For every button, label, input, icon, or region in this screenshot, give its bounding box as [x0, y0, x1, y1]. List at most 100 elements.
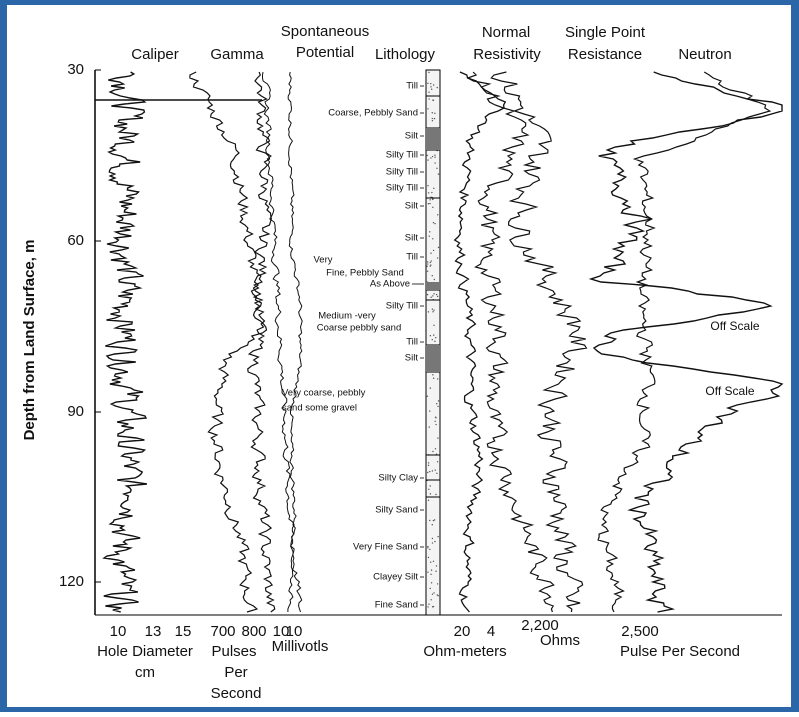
lithology-dot: [429, 471, 430, 472]
lithology-dot: [430, 83, 431, 84]
lithology-dot: [433, 378, 434, 379]
lithology-label: Silty Till: [386, 183, 418, 194]
lithology-label: Coarse, Pebbly Sand: [328, 108, 418, 119]
lithology-dot: [428, 465, 429, 466]
lithology-dot: [435, 469, 436, 470]
y-tick-label: 120: [59, 573, 84, 590]
lithology-dot: [434, 118, 435, 119]
x-tick-label: 800: [241, 623, 266, 640]
lithology-label: Fine Sand: [375, 600, 418, 611]
lithology-label: Silt: [405, 353, 419, 364]
lithology-dot: [432, 295, 433, 296]
lithology-label: sand some gravel: [282, 403, 357, 414]
lithology-label: As Above: [370, 279, 410, 290]
lithology-label: Till: [406, 252, 418, 263]
lithology-dot: [432, 524, 433, 525]
lithology-dot: [432, 156, 433, 157]
lithology-label: Clayey Silt: [373, 572, 418, 583]
lithology-dot: [427, 396, 428, 397]
lithology-dot: [435, 424, 436, 425]
lithology-dot: [428, 311, 429, 312]
lithology-dot: [435, 337, 436, 338]
lithology-dot: [430, 265, 431, 266]
lithology-dot: [431, 260, 432, 261]
column-header: Resistance: [568, 46, 642, 63]
lithology-dot: [433, 293, 434, 294]
lithology-dot: [437, 406, 438, 407]
lithology-dot: [434, 223, 435, 224]
lithology-dot: [427, 155, 428, 156]
lithology-label: Silty Till: [386, 150, 418, 161]
lithology-dot: [427, 83, 428, 84]
lithology-dot: [432, 118, 433, 119]
lithology-dot: [429, 235, 430, 236]
lithology-dot: [437, 461, 438, 462]
lithology-dot: [432, 606, 433, 607]
lithology-dot: [432, 311, 433, 312]
axis-unit-label: Ohms: [540, 632, 580, 649]
lithology-dark: [426, 345, 440, 372]
lithology-label: Very coarse, pebbly: [282, 388, 366, 399]
lithology-dot: [432, 451, 433, 452]
lithology-dot: [436, 403, 437, 404]
axis-unit-label: Per: [224, 664, 247, 681]
lithology-dot: [433, 100, 434, 101]
x-tick-label: 10: [110, 623, 127, 640]
lithology-dot: [435, 416, 436, 417]
lithology-dot: [431, 89, 432, 90]
lithology-label: Silt: [405, 131, 419, 142]
lithology-dot: [429, 549, 430, 550]
lithology-dot: [432, 374, 433, 375]
column-header: Spontaneous: [281, 23, 369, 40]
lithology-dot: [432, 309, 433, 310]
lithology-dot: [430, 588, 431, 589]
lithology-dot: [437, 214, 438, 215]
lithology-dot: [427, 546, 428, 547]
lithology-dot: [428, 72, 429, 73]
lithology-dot: [437, 296, 438, 297]
lithology-dot: [427, 159, 428, 160]
lithology-dot: [430, 561, 431, 562]
off-scale-note: Off Scale: [710, 319, 759, 333]
y-axis-title: Depth from Land Surface, m: [21, 240, 38, 441]
lithology-dot: [429, 231, 430, 232]
lithology-dot: [427, 185, 428, 186]
lithology-dot: [437, 594, 438, 595]
lithology-dot: [432, 470, 433, 471]
well-log-figure: CaliperGammaSpontaneousPotentialLitholog…: [0, 0, 799, 712]
lithology-dot: [436, 565, 437, 566]
lithology-dot: [434, 155, 435, 156]
lithology-label: Very: [313, 255, 332, 266]
x-tick-label: 13: [145, 623, 162, 640]
lithology-dot: [431, 192, 432, 193]
lithology-dot: [432, 238, 433, 239]
lithology-dot: [427, 263, 428, 264]
lithology-dot: [428, 203, 429, 204]
lithology-dot: [438, 247, 439, 248]
lithology-dot: [428, 462, 429, 463]
axis-unit-label: Ohm-meters: [423, 643, 506, 660]
column-header: Normal: [482, 24, 530, 41]
lithology-dot: [430, 387, 431, 388]
lithology-dot: [430, 485, 431, 486]
lithology-dot: [432, 594, 433, 595]
lithology-dot: [428, 489, 429, 490]
lithology-dot: [436, 294, 437, 295]
lithology-dot: [428, 192, 429, 193]
lithology-dot: [434, 341, 435, 342]
lithology-dot: [435, 571, 436, 572]
lithology-dot: [433, 310, 434, 311]
lithology-dot: [438, 400, 439, 401]
lithology-dot: [430, 297, 431, 298]
lithology-dot: [433, 84, 434, 85]
lithology-dot: [430, 335, 431, 336]
axis-unit-label: Millivotls: [272, 638, 329, 655]
lithology-dot: [433, 222, 434, 223]
lithology-dot: [434, 279, 435, 280]
lithology-dot: [426, 266, 427, 267]
lithology-dot: [429, 410, 430, 411]
lithology-label: Till: [406, 337, 418, 348]
lithology-dot: [436, 168, 437, 169]
lithology-dot: [432, 207, 433, 208]
lithology-dot: [427, 271, 428, 272]
